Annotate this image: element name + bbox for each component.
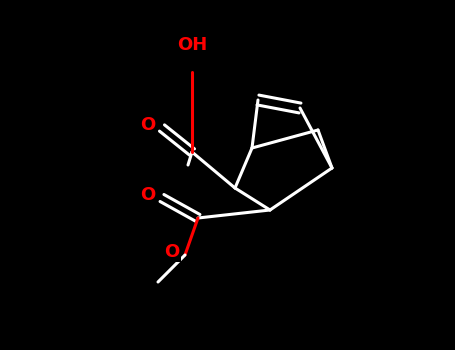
Text: O: O — [164, 243, 180, 261]
Text: O: O — [141, 186, 156, 204]
Text: O: O — [141, 116, 156, 134]
Text: OH: OH — [177, 36, 207, 54]
